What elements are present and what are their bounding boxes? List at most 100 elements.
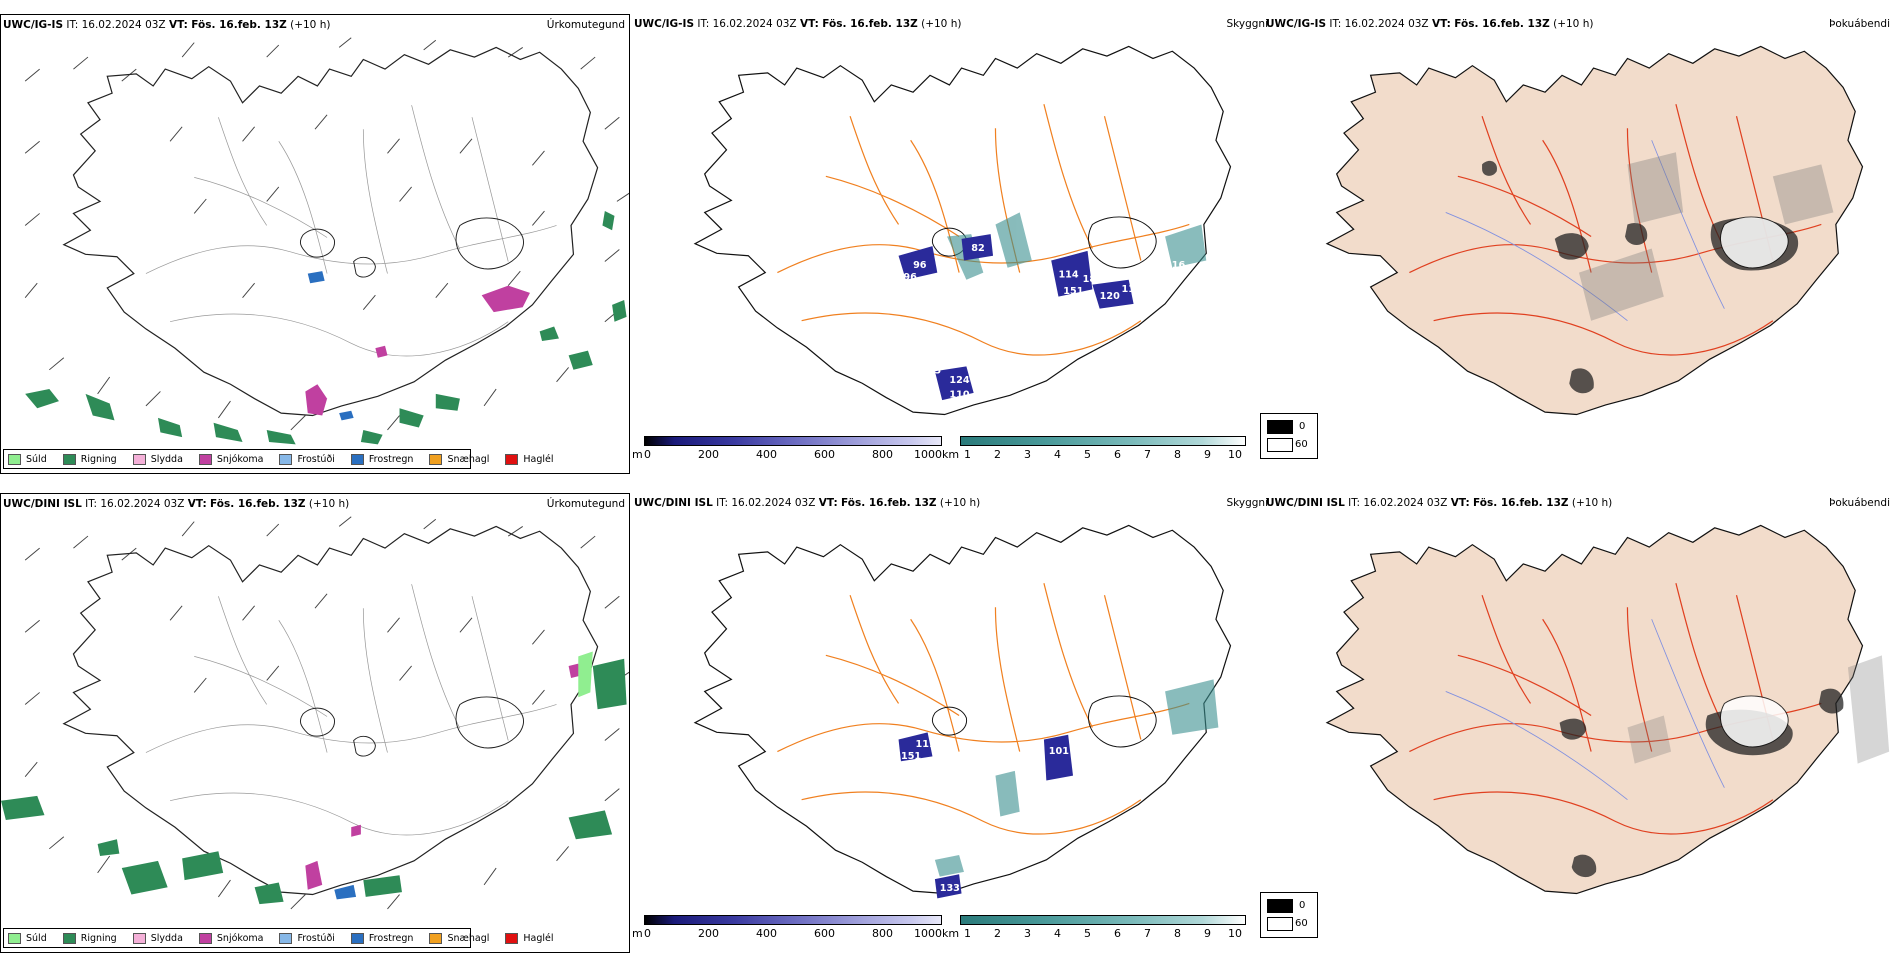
- colorbar-km-gradient: [960, 436, 1246, 446]
- cloud-label: 124: [949, 375, 969, 386]
- cloud-label: 133: [940, 883, 960, 894]
- legend-swatch: [62, 932, 76, 944]
- cloud-base-labels: 96 82 96 114 185 151 120 113 124 110 55 …: [903, 243, 1185, 403]
- legend-swatch: [279, 932, 293, 944]
- colorbar-unit: km: [942, 448, 960, 461]
- colorbar-tick: 600: [814, 448, 835, 461]
- panel-header: UWC/IG-IS IT: 16.02.2024 03Z VT: Fös. 16…: [634, 18, 962, 30]
- colorbar-tick: 7: [1144, 448, 1151, 461]
- precip-legend: Súld Rigning Slydda Snjókoma Frostúði Fr…: [3, 449, 554, 469]
- cloud-panel-row1: UWC/IG-IS IT: 16.02.2024 03Z VT: Fös. 16…: [632, 14, 1268, 474]
- fog-grey-areas: [1579, 152, 1834, 321]
- panel-title: Þokuábendi: [1829, 497, 1890, 509]
- legend-item: Slydda: [132, 932, 183, 944]
- legend-swatch: [429, 932, 443, 944]
- cloud-label: 51: [923, 392, 937, 403]
- legend-swatch: [350, 932, 364, 944]
- fog-scale-swatch-dark: [1267, 899, 1293, 913]
- precip-snow-areas: [305, 285, 530, 416]
- colorbar-km-gradient: [960, 915, 1246, 925]
- legend-item: Haglél: [505, 932, 554, 944]
- colorbar-unit: km: [942, 927, 960, 940]
- legend-item: Rigning: [62, 932, 117, 944]
- colorbar-tick: 400: [756, 927, 777, 940]
- panel-header: UWC/DINI ISL IT: 16.02.2024 03Z VT: Fös.…: [634, 497, 981, 509]
- cloud-label: 113: [1121, 284, 1141, 295]
- colorbar-tick: 6: [1114, 448, 1121, 461]
- fog-scale-tick: 0: [1299, 900, 1306, 911]
- legend-swatch: [132, 932, 146, 944]
- panel-header: UWC/IG-IS IT: 16.02.2024 03Z VT: Fös. 16…: [3, 19, 331, 31]
- legend-item: Rigning: [62, 453, 117, 465]
- cloud-label: 82: [971, 243, 984, 254]
- precip-rain-areas: [1, 658, 627, 905]
- cloud-label: 101: [1049, 746, 1069, 757]
- colorbar-tick: 800: [872, 927, 893, 940]
- fog-panel-row2: UWC/DINI ISL IT: 16.02.2024 03Z VT: Fös.…: [1260, 493, 1894, 953]
- colorbar-unit: m: [632, 927, 643, 940]
- legend-item: Frostúði: [279, 453, 335, 465]
- colorbar-unit: m: [632, 448, 643, 461]
- legend-item: Snjókoma: [198, 453, 263, 465]
- legend-item: Frostregn: [350, 453, 413, 465]
- colorbar-tick: 0: [644, 927, 651, 940]
- cloud-teal-areas: [934, 679, 1219, 877]
- colorbar-tick: 0: [644, 448, 651, 461]
- fog-map: [1326, 524, 1890, 895]
- cloud-label: 96: [903, 272, 917, 283]
- colorbar-tick: 2: [994, 927, 1001, 940]
- colorbar-tick: 4: [1054, 927, 1061, 940]
- fog-scale: 0 60: [1260, 892, 1318, 938]
- colorbar-tick: 8: [1174, 448, 1181, 461]
- precip-freezing-areas: [307, 271, 354, 421]
- colorbar-m: m 0 200 400 600 800 1000: [632, 436, 942, 464]
- cloud-base-labels: 111 151 101 133: [901, 739, 1069, 894]
- colorbar-tick: 7: [1144, 927, 1151, 940]
- wind-barbs: [24, 516, 629, 910]
- colorbar-tick: 10: [1228, 448, 1242, 461]
- cloud-label: 120: [1100, 291, 1120, 302]
- colorbar-tick: 10: [1228, 927, 1242, 940]
- colorbar-tick: 5: [1084, 448, 1091, 461]
- cloud-label: 151: [901, 751, 921, 762]
- precip-snow-areas: [305, 663, 581, 890]
- colorbar-tick: 9: [1204, 927, 1211, 940]
- legend-item: Frostúði: [279, 932, 335, 944]
- cloud-map: 111 151 101 133: [694, 524, 1232, 899]
- panel-header: UWC/IG-IS IT: 16.02.2024 03Z VT: Fös. 16…: [1266, 18, 1594, 30]
- cloud-panel-row2: UWC/DINI ISL IT: 16.02.2024 03Z VT: Fös.…: [632, 493, 1268, 953]
- legend-swatch: [198, 932, 212, 944]
- colorbar-tick: 1: [964, 927, 971, 940]
- colorbar-tick: 9: [1204, 448, 1211, 461]
- wind-barbs: [24, 37, 629, 431]
- legend-item: Frostregn: [350, 932, 413, 944]
- panel-title: Skyggni: [1226, 497, 1269, 509]
- legend-swatch: [429, 453, 443, 465]
- precip-legend: Súld Rigning Slydda Snjókoma Frostúði Fr…: [3, 928, 554, 948]
- panel-header: UWC/DINI ISL IT: 16.02.2024 03Z VT: Fös.…: [3, 498, 350, 510]
- colorbar-m-gradient: [644, 436, 942, 446]
- colorbar-tick: 400: [756, 448, 777, 461]
- legend-item: Súld: [8, 453, 47, 465]
- colorbar-tick: 1000: [914, 927, 942, 940]
- colorbar-tick: 800: [872, 448, 893, 461]
- cloud-label: 96: [913, 260, 927, 271]
- fog-scale-tick: 0: [1299, 421, 1306, 432]
- colorbar-m: m 0 200 400 600 800 1000: [632, 915, 942, 943]
- colorbar-tick: 200: [698, 927, 719, 940]
- colorbar-tick: 5: [1084, 927, 1091, 940]
- colorbar-tick: 1000: [914, 448, 942, 461]
- fog-map: [1326, 45, 1864, 416]
- legend-swatch: [198, 453, 212, 465]
- colorbar-tick: 600: [814, 927, 835, 940]
- legend-item: Snjókoma: [198, 932, 263, 944]
- legend-swatch: [505, 932, 519, 944]
- panel-title: Úrkomutegund: [546, 498, 625, 510]
- panel-title: Þokuábendi: [1829, 18, 1890, 30]
- legend-item: Snæhagl: [429, 932, 489, 944]
- legend-swatch: [8, 932, 21, 944]
- cloud-label: 110: [949, 390, 969, 401]
- cloud-label: 114: [1058, 269, 1078, 280]
- legend-swatch: [279, 453, 293, 465]
- legend-item: Súld: [8, 932, 47, 944]
